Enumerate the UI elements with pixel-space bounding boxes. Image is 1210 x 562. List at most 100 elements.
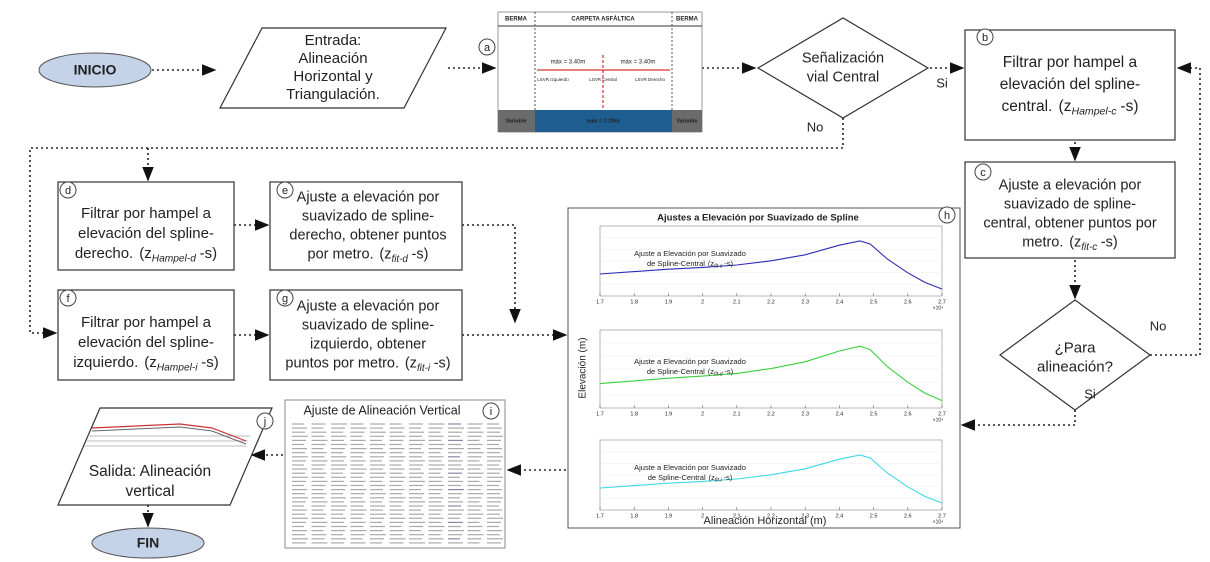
formula: (z bbox=[139, 245, 152, 262]
figure-text: máx = 3.40m bbox=[551, 60, 586, 66]
x-tick-label: 1.8 bbox=[630, 513, 638, 519]
x-tick-label: 2.6 bbox=[904, 299, 912, 305]
text-line: Señalización bbox=[802, 50, 884, 66]
x-tick-label: 2 bbox=[701, 411, 704, 417]
arrow bbox=[462, 225, 515, 322]
text-line: Ajuste a elevación por bbox=[297, 189, 440, 205]
x-tick-label: 2 bbox=[701, 299, 704, 305]
formula: (z bbox=[1069, 234, 1081, 250]
text-line: elevación del spline- bbox=[78, 334, 214, 351]
x-tick-label: 1.7 bbox=[596, 411, 604, 417]
node-text: Triangulación. bbox=[286, 86, 380, 103]
node-text: Ajuste a Elevación por Suavizado bbox=[634, 463, 746, 472]
text-line: Ajuste a elevación por bbox=[999, 177, 1142, 193]
text-line: suavizado de spline- bbox=[302, 317, 434, 333]
formula: (z bbox=[144, 354, 157, 371]
x-tick-label: 2.1 bbox=[733, 513, 741, 519]
text-line: Triangulación. bbox=[286, 86, 380, 103]
formula-subscript: Hampel-i bbox=[157, 362, 198, 373]
node-text: Filtrar por hampel a bbox=[81, 314, 212, 331]
formula-subscript: fit-c bbox=[714, 264, 723, 270]
branch-label: No bbox=[807, 119, 824, 134]
start-label: INICIO bbox=[74, 62, 117, 78]
x-tick-label: 2.4 bbox=[836, 299, 844, 305]
formula: (z bbox=[379, 246, 391, 262]
node-text: Ajuste a elevación por bbox=[297, 298, 440, 314]
formula-subscript: Hampel-c bbox=[1071, 105, 1117, 117]
node-text: vial Central bbox=[807, 69, 880, 85]
text-line: metro. bbox=[1022, 234, 1063, 250]
node-text: Horizontal y bbox=[293, 68, 373, 85]
text-line: vertical bbox=[125, 483, 174, 500]
formula-subscript: fit-d bbox=[392, 253, 409, 264]
x-tick-label: 2.4 bbox=[836, 411, 844, 417]
text-line: ¿Para bbox=[1055, 339, 1097, 356]
axis-scale: ×10⁴ bbox=[933, 417, 944, 423]
figure-header: BERMA bbox=[676, 17, 699, 23]
step-letter: j bbox=[263, 416, 266, 428]
formula: -s) bbox=[1101, 234, 1118, 250]
step-letter: h bbox=[944, 210, 950, 222]
figure-text: LSVR Derecho bbox=[635, 77, 666, 82]
node-text: suavizado de spline- bbox=[1004, 196, 1136, 212]
x-tick-label: 1.9 bbox=[665, 513, 673, 519]
decision-shape bbox=[758, 18, 928, 118]
figure-header: BERMA bbox=[505, 17, 528, 23]
text-line: Ajuste a Elevación por Suavizado bbox=[634, 463, 746, 472]
text-line: Filtrar por hampel a bbox=[1003, 54, 1138, 71]
text-line: Ajuste a Elevación por Suavizado bbox=[634, 249, 746, 258]
text-line: izquierdo. bbox=[73, 354, 138, 371]
text-line: Ajuste a elevación por bbox=[297, 298, 440, 314]
text-line: por metro. bbox=[308, 246, 374, 262]
formula-subscript: fit-i bbox=[417, 362, 431, 373]
branch-label: Si bbox=[936, 75, 948, 90]
formula: (z bbox=[1059, 98, 1072, 115]
x-tick-label: 1.7 bbox=[596, 299, 604, 305]
figure-text: máx = 3.40m bbox=[621, 60, 656, 66]
figure-frame bbox=[285, 400, 505, 548]
x-tick-label: 2.2 bbox=[767, 299, 775, 305]
figure-text: Variable bbox=[676, 118, 697, 124]
formula: -s) bbox=[1120, 98, 1138, 115]
x-tick-label: 2.5 bbox=[870, 513, 878, 519]
road-figure bbox=[498, 12, 702, 132]
branch-label: No bbox=[1150, 318, 1167, 333]
figure-title: Ajustes a Elevación por Suavizado de Spl… bbox=[657, 213, 859, 224]
node-text: Señalización bbox=[802, 50, 884, 66]
node-text: suavizado de spline- bbox=[302, 208, 434, 224]
node-text: Ajuste a Elevación por Suavizado bbox=[634, 249, 746, 258]
end-label: FIN bbox=[137, 535, 160, 551]
text-line: de Spline-Central bbox=[647, 367, 705, 376]
text-line: central. bbox=[1002, 98, 1053, 115]
text-line: derecho, obtener puntos bbox=[289, 227, 446, 243]
text-line: vial Central bbox=[807, 69, 880, 85]
x-tick-label: 2.4 bbox=[836, 513, 844, 519]
step-letter: a bbox=[484, 42, 491, 54]
text-line: puntos por metro. bbox=[285, 355, 399, 371]
step-letter: g bbox=[282, 293, 288, 305]
figure-text: máx = 7.20m bbox=[587, 118, 620, 124]
x-tick-label: 2 bbox=[701, 513, 704, 519]
flowchart: INICIOFINEntrada:AlineaciónHorizontal yT… bbox=[0, 0, 1210, 562]
figure-text: Variable bbox=[505, 118, 526, 124]
formula: -s) bbox=[434, 355, 451, 371]
text-line: derecho. bbox=[75, 245, 133, 262]
text-line: izquierdo, obtener bbox=[310, 336, 426, 352]
formula: -s) bbox=[724, 473, 733, 482]
x-tick-label: 2.2 bbox=[767, 411, 775, 417]
text-line: Filtrar por hampel a bbox=[81, 314, 212, 331]
node-text: Ajuste a Elevación por Suavizado bbox=[634, 357, 746, 366]
x-tick-label: 2.6 bbox=[904, 411, 912, 417]
formula: -s) bbox=[200, 245, 218, 262]
node-text: izquierdo, obtener bbox=[310, 336, 426, 352]
x-tick-label: 2.5 bbox=[870, 299, 878, 305]
x-tick-label: 2.2 bbox=[767, 513, 775, 519]
formula: -s) bbox=[724, 367, 733, 376]
node-text: ¿Para bbox=[1055, 339, 1097, 356]
node-text: elevación del spline- bbox=[78, 225, 214, 242]
figure-title: Ajuste de Alineación Vertical bbox=[303, 403, 460, 417]
node-text: central, obtener puntos por bbox=[983, 215, 1156, 231]
x-tick-label: 2.3 bbox=[801, 411, 809, 417]
x-tick-label: 2.1 bbox=[733, 411, 741, 417]
text-line: Horizontal y bbox=[293, 68, 373, 85]
